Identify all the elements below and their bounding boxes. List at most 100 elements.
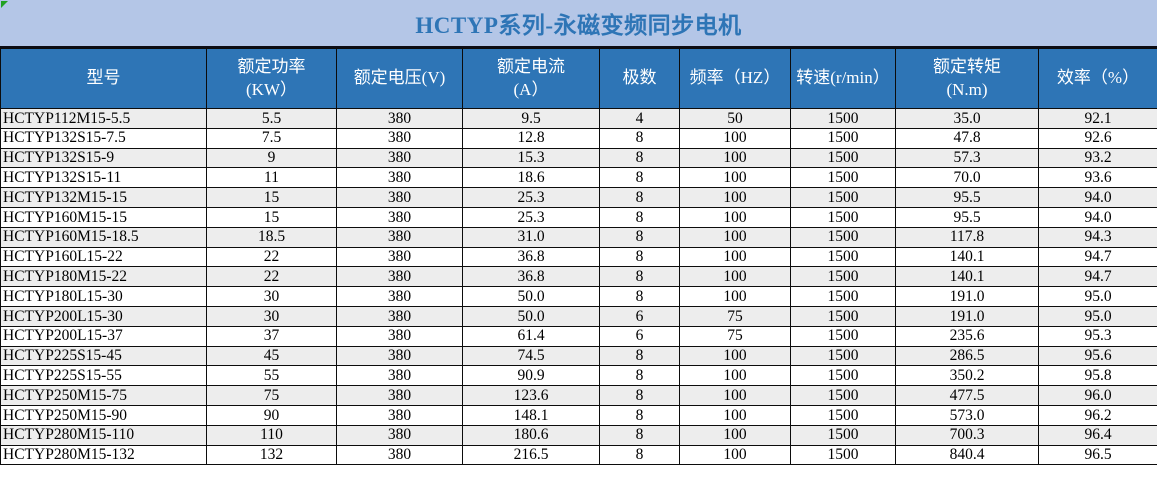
value-cell[interactable]: 50.0 [462,286,600,307]
value-cell[interactable]: 90 [206,404,337,426]
column-header-8[interactable]: 效率（%） [1038,48,1157,109]
value-cell[interactable]: 30 [206,286,337,307]
value-cell[interactable]: 477.5 [895,385,1039,406]
value-cell[interactable]: 100 [679,246,791,268]
value-cell[interactable]: 96.2 [1038,404,1157,426]
value-cell[interactable]: 380 [336,444,463,466]
value-cell[interactable]: 100 [679,266,791,288]
value-cell[interactable]: 61.4 [462,325,600,347]
value-cell[interactable]: 100 [679,345,791,367]
value-cell[interactable]: 100 [679,187,791,208]
value-cell[interactable]: 96.5 [1038,444,1157,466]
value-cell[interactable]: 22 [206,266,337,288]
value-cell[interactable]: 380 [336,286,463,307]
table-title-bar[interactable]: HCTYP系列-永磁变频同步电机 [0,0,1157,48]
model-cell[interactable]: HCTYP160M15-15 [0,206,207,228]
value-cell[interactable]: 380 [336,424,463,446]
value-cell[interactable]: 22 [206,246,337,268]
column-header-3[interactable]: 额定电流 (A） [462,48,600,109]
value-cell[interactable]: 100 [679,206,791,228]
value-cell[interactable]: 4 [599,108,680,129]
value-cell[interactable]: 8 [599,444,680,466]
value-cell[interactable]: 380 [336,206,463,228]
value-cell[interactable]: 380 [336,187,463,208]
value-cell[interactable]: 380 [336,404,463,426]
value-cell[interactable]: 95.0 [1038,305,1157,327]
column-header-5[interactable]: 频率（HZ） [679,48,791,109]
value-cell[interactable]: 94.0 [1038,187,1157,208]
value-cell[interactable]: 57.3 [895,147,1039,169]
value-cell[interactable]: 30 [206,305,337,327]
value-cell[interactable]: 8 [599,424,680,446]
value-cell[interactable]: 95.5 [895,206,1039,228]
value-cell[interactable]: 380 [336,167,463,189]
value-cell[interactable]: 6 [599,325,680,347]
model-cell[interactable]: HCTYP132S15-11 [0,167,207,189]
value-cell[interactable]: 380 [336,108,463,129]
model-cell[interactable]: HCTYP250M15-75 [0,385,207,406]
model-cell[interactable]: HCTYP180L15-30 [0,286,207,307]
model-cell[interactable]: HCTYP200L15-30 [0,305,207,327]
model-cell[interactable]: HCTYP132M15-15 [0,187,207,208]
value-cell[interactable]: 286.5 [895,345,1039,367]
value-cell[interactable]: 1500 [790,226,896,248]
model-cell[interactable]: HCTYP112M15-5.5 [0,108,207,129]
value-cell[interactable]: 8 [599,226,680,248]
model-cell[interactable]: HCTYP132S15-7.5 [0,127,207,149]
value-cell[interactable]: 148.1 [462,404,600,426]
value-cell[interactable]: 6 [599,305,680,327]
value-cell[interactable]: 380 [336,325,463,347]
column-header-0[interactable]: 型号 [0,48,207,109]
value-cell[interactable]: 100 [679,365,791,387]
value-cell[interactable]: 90.9 [462,365,600,387]
value-cell[interactable]: 74.5 [462,345,600,367]
value-cell[interactable]: 1500 [790,167,896,189]
value-cell[interactable]: 50 [679,108,791,129]
value-cell[interactable]: 380 [336,226,463,248]
value-cell[interactable]: 235.6 [895,325,1039,347]
value-cell[interactable]: 180.6 [462,424,600,446]
value-cell[interactable]: 8 [599,365,680,387]
value-cell[interactable]: 140.1 [895,246,1039,268]
model-cell[interactable]: HCTYP132S15-9 [0,147,207,169]
value-cell[interactable]: 8 [599,206,680,228]
value-cell[interactable]: 8 [599,147,680,169]
value-cell[interactable]: 75 [206,385,337,406]
value-cell[interactable]: 15 [206,187,337,208]
value-cell[interactable]: 100 [679,444,791,466]
value-cell[interactable]: 100 [679,147,791,169]
value-cell[interactable]: 191.0 [895,305,1039,327]
value-cell[interactable]: 380 [336,385,463,406]
value-cell[interactable]: 70.0 [895,167,1039,189]
model-cell[interactable]: HCTYP225S15-45 [0,345,207,367]
value-cell[interactable]: 12.8 [462,127,600,149]
value-cell[interactable]: 1500 [790,424,896,446]
value-cell[interactable]: 191.0 [895,286,1039,307]
value-cell[interactable]: 8 [599,187,680,208]
value-cell[interactable]: 100 [679,404,791,426]
value-cell[interactable]: 75 [679,325,791,347]
value-cell[interactable]: 36.8 [462,266,600,288]
column-header-6[interactable]: 转速(r/min） [790,48,896,109]
value-cell[interactable]: 96.0 [1038,385,1157,406]
model-cell[interactable]: HCTYP280M15-110 [0,424,207,446]
value-cell[interactable]: 95.5 [895,187,1039,208]
value-cell[interactable]: 1500 [790,147,896,169]
value-cell[interactable]: 100 [679,167,791,189]
model-cell[interactable]: HCTYP160L15-22 [0,246,207,268]
value-cell[interactable]: 92.1 [1038,108,1157,129]
value-cell[interactable]: 96.4 [1038,424,1157,446]
value-cell[interactable]: 100 [679,226,791,248]
value-cell[interactable]: 1500 [790,444,896,466]
value-cell[interactable]: 380 [336,365,463,387]
value-cell[interactable]: 100 [679,424,791,446]
value-cell[interactable]: 1500 [790,385,896,406]
value-cell[interactable]: 1500 [790,305,896,327]
value-cell[interactable]: 18.5 [206,226,337,248]
value-cell[interactable]: 93.6 [1038,167,1157,189]
value-cell[interactable]: 216.5 [462,444,600,466]
value-cell[interactable]: 1500 [790,325,896,347]
value-cell[interactable]: 25.3 [462,187,600,208]
model-cell[interactable]: HCTYP225S15-55 [0,365,207,387]
value-cell[interactable]: 1500 [790,187,896,208]
